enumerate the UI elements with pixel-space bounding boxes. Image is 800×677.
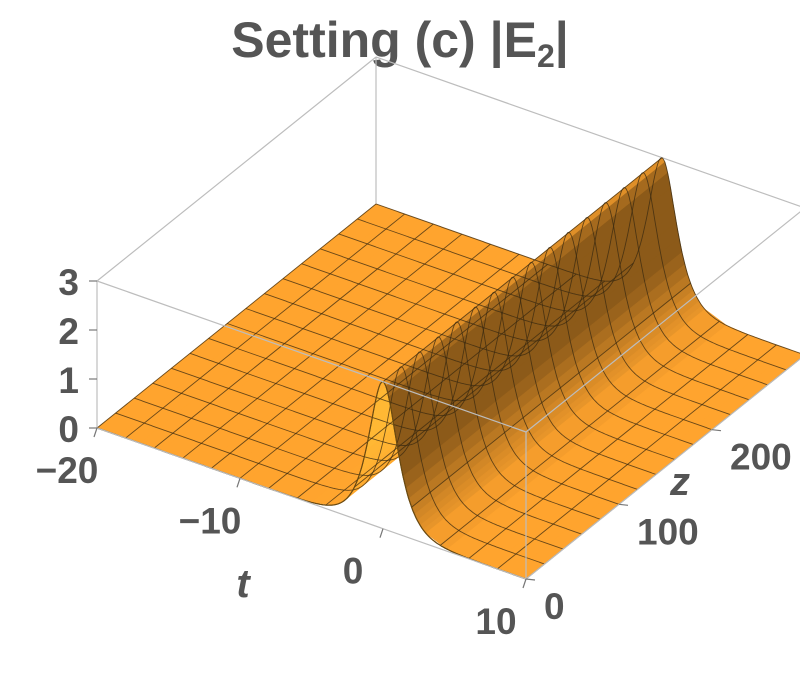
y-axis-label: z	[669, 460, 690, 504]
y-tick-mark	[525, 578, 536, 581]
x-axis-label: t	[236, 562, 251, 606]
mesh-line-t	[439, 320, 720, 546]
mesh-line-z	[375, 157, 800, 354]
mesh-line-z	[152, 336, 582, 535]
mesh-line-t	[153, 223, 434, 449]
mesh-line-z	[282, 231, 713, 431]
x-tick-mark	[522, 578, 527, 589]
chart-title: Setting (c) |E2|	[231, 12, 568, 74]
box-edge	[525, 358, 800, 580]
z-tick-label: 2	[58, 311, 79, 352]
mesh-line-t	[497, 344, 777, 570]
axis-ticks: −20−1001001002003000123	[36, 262, 792, 642]
y-tick-mark	[711, 429, 722, 432]
box-edge	[96, 427, 527, 580]
bounding-box-front	[96, 211, 800, 580]
mesh-line-z	[134, 351, 564, 550]
box-edge	[96, 280, 527, 433]
box-edge	[525, 211, 800, 433]
mesh-line-t	[239, 253, 520, 479]
y-tick-label: 100	[637, 511, 699, 552]
mesh-line-z	[264, 246, 694, 446]
box-edge	[96, 56, 377, 282]
x-tick-label: 10	[475, 601, 516, 642]
mesh-line-z	[338, 186, 768, 386]
mesh-line-z	[208, 291, 638, 490]
x-tick-mark	[93, 427, 98, 438]
x-tick-mark	[379, 528, 384, 538]
x-tick-label: −10	[179, 500, 242, 541]
z-tick-label: 1	[58, 360, 79, 401]
y-tick-mark	[618, 503, 629, 506]
mesh-line-t	[211, 243, 491, 469]
surface	[96, 157, 800, 580]
mesh-line-t	[96, 203, 377, 429]
mesh-line-z	[320, 201, 750, 401]
y-tick-label: 200	[730, 437, 792, 478]
mesh-line-t	[296, 273, 577, 499]
mesh-line-t	[125, 213, 405, 439]
x-tick-label: −20	[36, 450, 99, 491]
y-tick-label: 0	[544, 586, 565, 627]
mesh-line-z	[245, 261, 675, 460]
mesh-line-t	[182, 233, 463, 459]
x-tick-label: 0	[343, 551, 364, 592]
z-tick-label: 0	[58, 409, 79, 450]
z-tick-label: 3	[58, 262, 79, 303]
mesh-line-z	[115, 366, 545, 565]
mesh-line-z	[189, 306, 620, 505]
box-edge	[375, 56, 800, 207]
mesh-line-t	[411, 282, 691, 508]
mesh-line-t	[468, 334, 749, 559]
mesh-line-z	[227, 276, 657, 475]
mesh-line-t	[268, 264, 548, 489]
mesh-line-t	[382, 157, 663, 383]
mesh-line-z	[171, 321, 601, 520]
mesh-line-z	[301, 216, 731, 416]
mesh-line-t	[325, 280, 606, 506]
mesh-line-t	[354, 262, 634, 488]
x-tick-mark	[236, 478, 241, 488]
mesh-line-z	[357, 172, 787, 371]
